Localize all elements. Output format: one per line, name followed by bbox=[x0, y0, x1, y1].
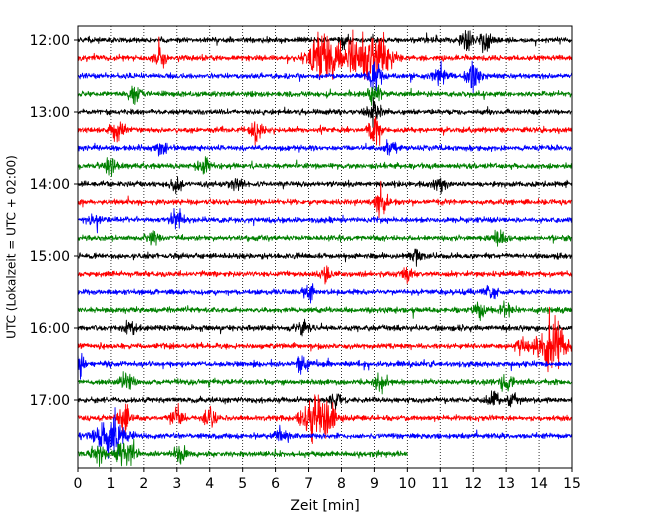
x-tick-label: 6 bbox=[271, 476, 280, 492]
x-tick-label: 13 bbox=[497, 476, 515, 492]
seismogram-trace bbox=[77, 176, 573, 195]
x-tick-label: 3 bbox=[172, 476, 181, 492]
seismogram-trace bbox=[77, 300, 573, 322]
seismogram-trace bbox=[77, 438, 408, 467]
seismogram-trace bbox=[77, 407, 573, 459]
seismogram-trace bbox=[77, 29, 573, 54]
seismogram-trace bbox=[77, 394, 573, 444]
seismogram-trace bbox=[77, 116, 573, 146]
seismogram-trace bbox=[77, 306, 573, 373]
y-axis-ticks: 12:00 13:00 14:00 15:00 16:00 17:00 bbox=[30, 33, 78, 409]
seismogram-trace bbox=[77, 139, 573, 157]
x-tick-label: 11 bbox=[431, 476, 449, 492]
seismogram-trace bbox=[77, 156, 573, 177]
x-tick-label: 14 bbox=[530, 476, 548, 492]
x-tick-label: 12 bbox=[464, 476, 482, 492]
seismogram-trace bbox=[77, 29, 573, 81]
x-tick-label: 9 bbox=[370, 476, 379, 492]
x-tick-label: 8 bbox=[337, 476, 346, 492]
y-tick-label: 14:00 bbox=[30, 177, 70, 193]
x-tick-label: 10 bbox=[398, 476, 416, 492]
x-tick-label: 2 bbox=[139, 476, 148, 492]
seismogram-trace bbox=[77, 180, 573, 219]
x-tick-label: 0 bbox=[74, 476, 83, 492]
y-axis-label: UTC (Lokalzeit = UTC + 02:00) bbox=[5, 155, 19, 339]
seismogram-trace bbox=[77, 265, 573, 285]
seismogram-trace bbox=[77, 97, 573, 128]
seismogram-trace bbox=[77, 229, 573, 247]
seismogram-trace bbox=[77, 84, 573, 106]
y-tick-label: 16:00 bbox=[30, 321, 70, 337]
x-tick-label: 1 bbox=[106, 476, 115, 492]
y-tick-label: 15:00 bbox=[30, 249, 70, 265]
seismogram-trace bbox=[77, 248, 573, 267]
x-tick-label: 4 bbox=[205, 476, 214, 492]
y-tick-label: 13:00 bbox=[30, 105, 70, 121]
seismogram-trace bbox=[77, 283, 573, 304]
plot-frame bbox=[77, 25, 573, 469]
x-tick-label: 5 bbox=[238, 476, 247, 492]
seismogram-trace bbox=[77, 60, 573, 93]
seismogram-traces bbox=[77, 29, 573, 467]
x-tick-label: 15 bbox=[563, 476, 581, 492]
seismogram-trace bbox=[77, 208, 573, 234]
seismogram-trace bbox=[77, 390, 573, 411]
y-tick-label: 17:00 bbox=[30, 393, 70, 409]
seismogram-trace bbox=[77, 318, 573, 337]
y-tick-label: 12:00 bbox=[30, 33, 70, 49]
seismogram-trace bbox=[77, 371, 573, 395]
seismogram-trace bbox=[77, 352, 573, 380]
x-tick-label: 7 bbox=[304, 476, 313, 492]
x-axis-ticks: 0 1 2 3 4 5 6 7 8 9 10 11 12 13 14 15 bbox=[74, 468, 581, 492]
x-axis-label: Zeit [min] bbox=[290, 498, 359, 514]
